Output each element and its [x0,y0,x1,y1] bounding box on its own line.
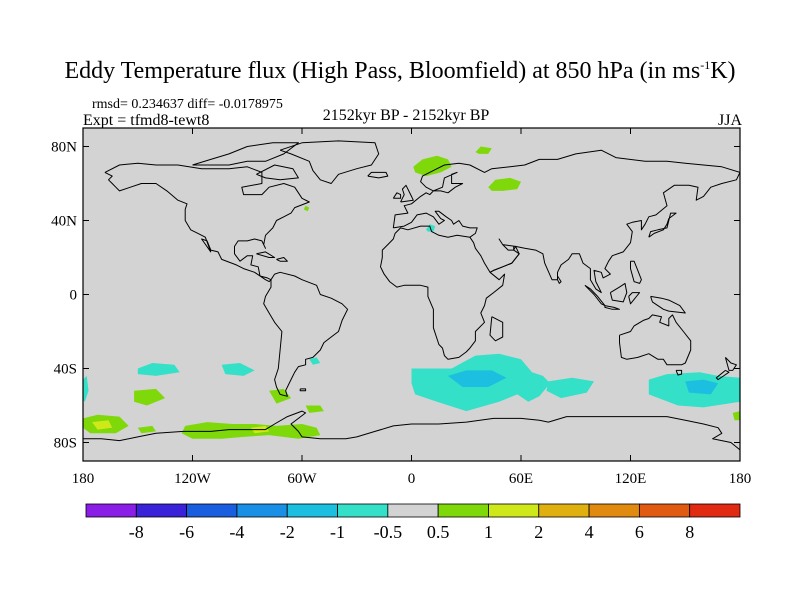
coastline [256,251,276,258]
coastline [604,305,620,310]
colorbar-label: 6 [635,522,644,542]
anomaly-region [475,146,492,154]
period-label: 2152kyr BP - 2152kyr BP [322,107,490,124]
coastline [256,164,299,181]
coastline [675,369,683,376]
coastline [609,282,628,303]
colorbar-label: -0.5 [374,522,403,542]
lon-tick-label: 120E [615,471,647,487]
coastline [192,142,299,166]
coastline [489,238,520,273]
coastline [263,271,349,397]
anomaly-region [83,375,89,402]
anomaly-region [309,357,321,365]
coastline [648,212,677,238]
anomaly-region [137,363,180,376]
lat-tick-label: 80S [54,436,77,452]
coastline [619,314,692,366]
colorbar-label: -1 [330,522,345,542]
colorbar-label: 0.5 [427,522,450,542]
anomaly-regions [83,146,740,439]
coastline [628,292,641,305]
lat-tick-label: 40N [51,214,77,230]
anomaly-region [137,425,156,434]
coastline [83,410,740,451]
lat-tick-label: 0 [70,288,78,304]
anomaly-region [92,420,113,430]
map-background [83,128,740,461]
coastline [380,149,740,360]
anomaly-region [546,377,594,399]
anomaly-region [269,388,291,404]
coastline [276,257,288,262]
lon-tick-label: 120W [174,471,212,487]
colorbar-swatch [85,503,137,518]
colorbar-label: -6 [179,522,194,542]
longitude-axis: 180 120W 60W 0 60E 120E 180 [72,128,752,487]
coastline [367,171,389,179]
coastline [400,184,414,203]
colorbar-swatch [337,503,389,518]
coastline [650,295,686,314]
colorbar-swatch [538,503,590,518]
colorbar-swatch [387,503,439,518]
season-label: JJA [717,112,742,129]
lon-tick-label: 180 [729,471,752,487]
anomaly-region [685,379,719,395]
lon-tick-label: 0 [408,471,416,487]
colorbar: -8 -6 -4 -2 -1 -0.5 0.5 1 2 4 6 8 [85,503,741,542]
coastline [392,192,402,199]
colorbar-swatch [588,503,640,518]
coastline [724,357,737,371]
coastline [104,162,310,283]
coastlines [83,140,740,451]
coastline [557,275,562,284]
anomaly-region [488,177,521,191]
colorbar-swatch [638,503,691,518]
lon-tick-label: 60W [287,471,317,487]
colorbar-swatch [437,503,489,518]
colorbar-label: 4 [585,522,594,542]
anomaly-region [134,388,166,406]
coastline [469,236,491,273]
coastline [279,140,380,184]
lat-tick-label: 40S [54,362,77,378]
colorbar-label: 1 [484,522,493,542]
coastline [299,388,307,392]
latitude-axis: 80N 40N 0 40S 80S [51,140,740,452]
anomaly-region [732,411,740,421]
experiment-label: Expt = tfmd8-tewt8 [83,112,210,129]
lon-tick-label: 60E [509,471,533,487]
anomaly-region [303,205,310,212]
anomaly-region [448,370,507,387]
anomaly-region [413,155,452,177]
colorbar-label: -2 [280,522,295,542]
colorbar-label: 2 [534,522,543,542]
coastline [715,369,730,381]
stats-label: rmsd= 0.234637 diff= -0.0178975 [92,97,283,112]
anomaly-region [181,422,321,439]
lon-tick-label: 180 [72,471,95,487]
colorbar-swatch [236,503,288,518]
plot-title: Eddy Temperature flux (High Pass, Bloomf… [64,58,736,84]
anomaly-region [221,363,255,376]
anomaly-region [305,405,324,413]
coastline [489,316,504,342]
colorbar-label: -4 [229,522,244,542]
colorbar-swatch [186,503,238,518]
colorbar-swatch [689,503,741,518]
lat-tick-label: 80N [51,140,77,156]
colorbar-label: -8 [129,522,144,542]
colorbar-swatch [488,503,540,518]
coastline [630,260,642,284]
colorbar-swatch [286,503,338,518]
colorbar-swatch [135,503,188,518]
colorbar-label: 8 [685,522,694,542]
